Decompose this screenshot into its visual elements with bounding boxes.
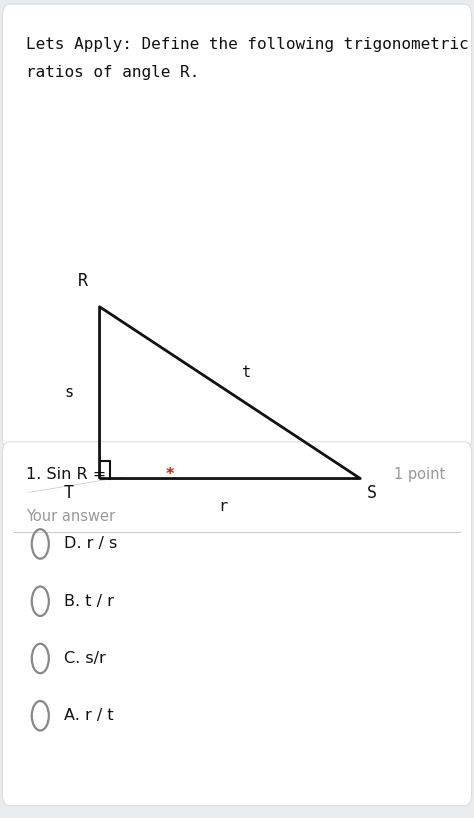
Text: r: r bbox=[218, 499, 228, 514]
Text: t: t bbox=[242, 365, 251, 380]
FancyBboxPatch shape bbox=[2, 4, 472, 450]
Text: *: * bbox=[166, 467, 174, 482]
Text: B. t / r: B. t / r bbox=[64, 594, 114, 609]
Text: D. r / s: D. r / s bbox=[64, 537, 117, 551]
Text: A. r / t: A. r / t bbox=[64, 708, 114, 723]
Text: S: S bbox=[367, 484, 377, 502]
Text: C. s/r: C. s/r bbox=[64, 651, 106, 666]
Text: T: T bbox=[64, 484, 73, 502]
Text: s: s bbox=[64, 385, 73, 400]
FancyBboxPatch shape bbox=[2, 442, 472, 806]
Text: 1 point: 1 point bbox=[394, 467, 446, 482]
Text: 1. Sin R =: 1. Sin R = bbox=[26, 467, 111, 482]
Text: Lets Apply: Define the following trigonometric: Lets Apply: Define the following trigono… bbox=[26, 37, 469, 52]
Polygon shape bbox=[26, 477, 126, 492]
Text: ratios of angle R.: ratios of angle R. bbox=[26, 65, 200, 80]
Text: R: R bbox=[78, 272, 88, 290]
Text: Your answer: Your answer bbox=[26, 509, 115, 524]
